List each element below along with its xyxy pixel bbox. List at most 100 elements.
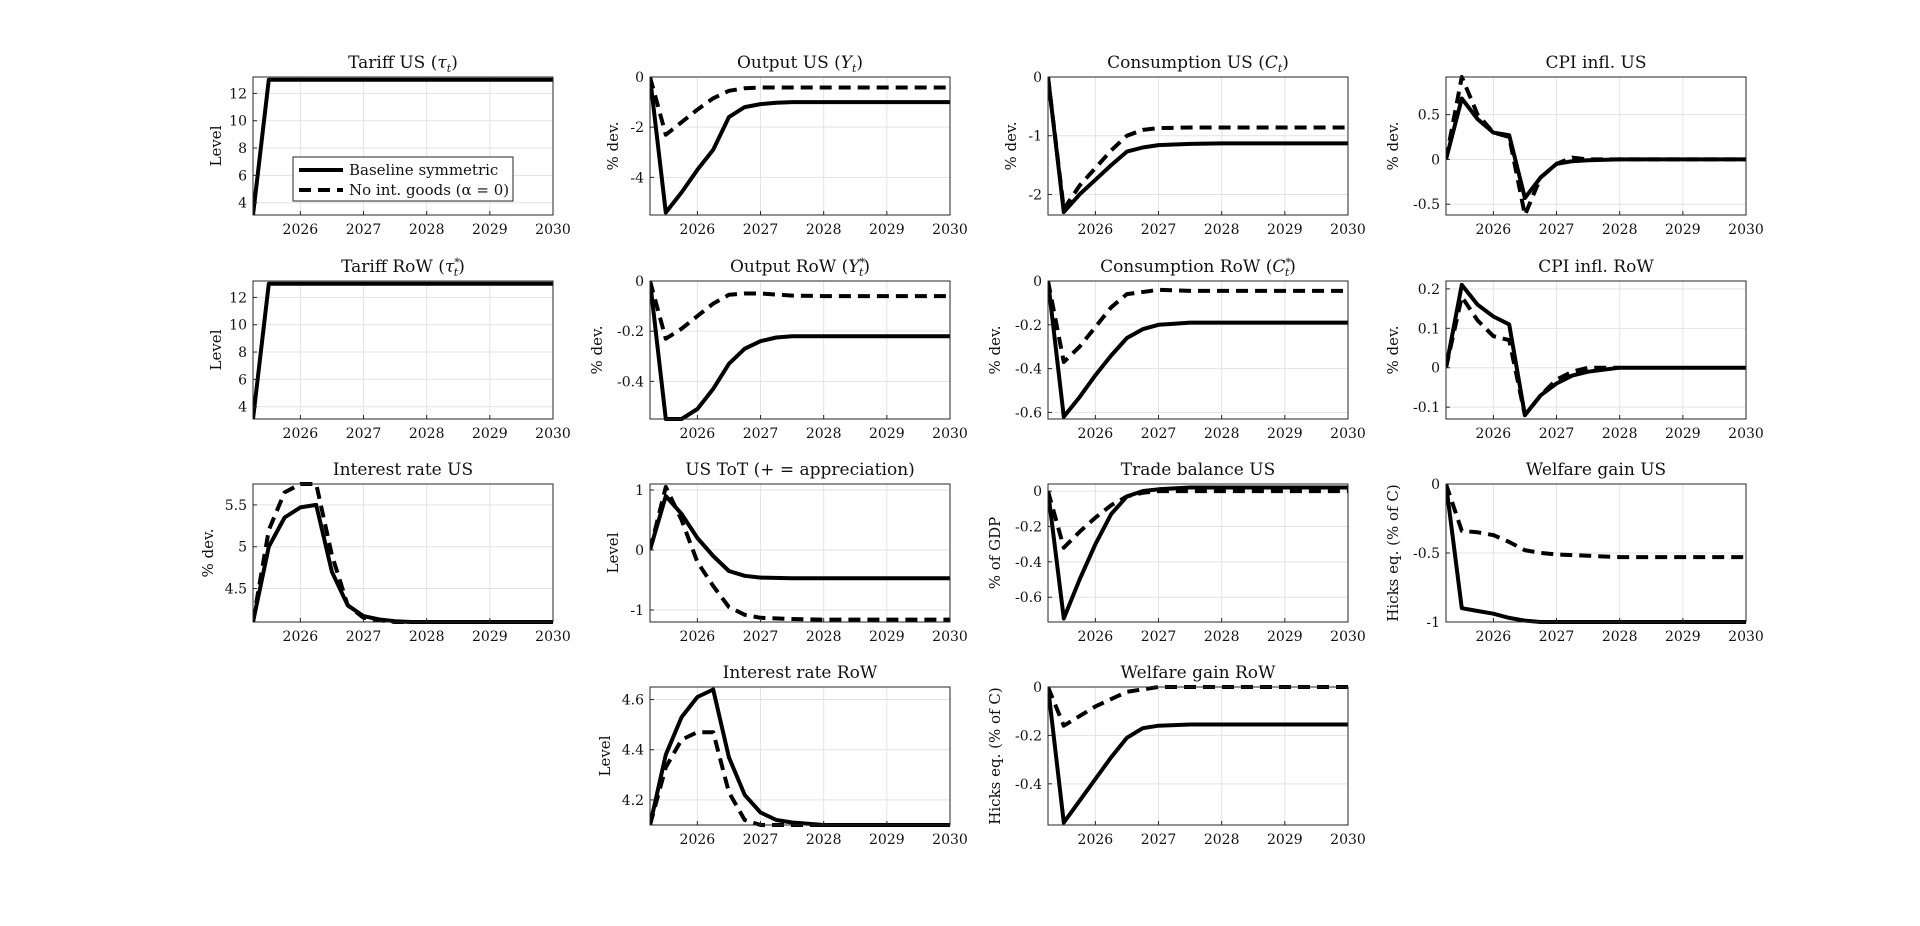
x-tick-label: 2029 (869, 426, 905, 442)
y-axis-label: % of GDP (986, 517, 1004, 589)
plot-area (650, 281, 950, 419)
x-tick-label: 2026 (680, 222, 716, 238)
axes-box (649, 76, 951, 216)
x-tick-label: 2029 (1267, 629, 1303, 645)
x-tick-label: 2026 (283, 222, 319, 238)
y-tick-label: 0 (635, 543, 644, 559)
panel-cpi-infl-us: 2026 2027 2028 2029 2030 -0.5 0 0.5 CPI infl. US… (1384, 53, 1764, 238)
y-tick-label: -0.6 (1015, 405, 1042, 421)
plot-area (1048, 77, 1348, 215)
panel-consumption-us-c-t: 2026 2027 2028 2029 2030 -2 -1 0 Consumption US … (1002, 53, 1366, 238)
x-tick-label: 2028 (806, 426, 842, 442)
y-tick-label: -0.2 (1015, 519, 1042, 535)
x-tick-label: 2029 (1267, 832, 1303, 848)
x-tick-label: 2026 (680, 629, 716, 645)
y-tick-label: 4.6 (622, 693, 644, 709)
axes-box (252, 76, 554, 216)
panel-output-row-y-t: 2026 2027 2028 2029 2030 -0.4 -0.2 0 Output RoW … (588, 256, 968, 442)
y-tick-label: 0 (1033, 680, 1042, 696)
panel-title: Tariff RoW (τ* t) (341, 256, 465, 279)
x-tick-label: 2030 (1330, 426, 1366, 442)
x-tick-label: 2026 (283, 629, 319, 645)
axes-box (1047, 76, 1349, 216)
axes-box (252, 280, 554, 420)
y-tick-label: -0.4 (1015, 362, 1042, 378)
x-tick-label: 2027 (1539, 426, 1575, 442)
y-axis-label: Hicks eq. (% of C) (1384, 484, 1402, 621)
x-tick-label: 2027 (1539, 222, 1575, 238)
y-tick-label: 4.5 (225, 582, 247, 598)
plot-area (1048, 281, 1348, 419)
x-tick-label: 2026 (1078, 629, 1114, 645)
x-tick-label: 2029 (1267, 222, 1303, 238)
series-line-no-int-goods (1446, 294, 1620, 418)
y-tick-label: -0.4 (617, 374, 644, 390)
y-axis-label: Level (596, 735, 614, 776)
y-tick-label: 10 (229, 318, 247, 334)
x-tick-label: 2029 (1665, 629, 1701, 645)
y-tick-label: 5 (238, 540, 247, 556)
series-line-no-int-goods (1048, 76, 1348, 212)
panel-us-tot-appreciation: 2026 2027 2028 2029 2030 -1 0 1 US ToT (+ = appr… (604, 460, 968, 645)
y-tick-label: -0.2 (1015, 728, 1042, 744)
axes-box (1047, 483, 1349, 623)
y-axis-label: % dev. (986, 326, 1004, 375)
y-tick-label: 4 (238, 400, 247, 416)
y-axis-label: % dev. (199, 529, 217, 578)
y-tick-label: 12 (229, 290, 247, 306)
panel-title: Trade balance US (1121, 460, 1275, 480)
y-tick-label: 5.5 (225, 498, 247, 514)
x-tick-label: 2030 (1330, 832, 1366, 848)
plot-area (650, 77, 950, 215)
x-tick-label: 2027 (346, 222, 382, 238)
panel-tariff-us-t: 2026 2027 2028 2029 2030 4 6 8 10 12 Tariff US (τt… (207, 53, 571, 238)
x-tick-label: 2030 (932, 832, 968, 848)
x-tick-label: 2030 (1330, 629, 1366, 645)
panel-title: Interest rate RoW (723, 663, 878, 683)
x-tick-label: 2030 (535, 222, 571, 238)
y-tick-label: 0 (1033, 484, 1042, 500)
y-tick-label: 4.4 (622, 743, 644, 759)
y-axis-label: % dev. (588, 326, 606, 375)
x-tick-label: 2029 (1665, 222, 1701, 238)
series-line-no-int-goods (650, 280, 950, 341)
panel-title: Tariff US (τt) (348, 53, 458, 75)
y-axis-label: % dev. (1002, 122, 1020, 171)
y-tick-label: 0.2 (1418, 282, 1440, 298)
y-tick-label: 4 (238, 196, 247, 212)
y-tick-label: -0.2 (617, 324, 644, 340)
axes-box (649, 483, 951, 623)
x-tick-label: 2026 (680, 832, 716, 848)
plot-area (650, 687, 950, 825)
y-tick-label: 0 (635, 274, 644, 290)
y-tick-label: 8 (238, 345, 247, 361)
y-tick-label: 0 (635, 70, 644, 86)
panel-output-us-y-t: 2026 2027 2028 2029 2030 -4 -2 0 Output US (Yt)%… (604, 53, 968, 238)
y-tick-label: 6 (238, 372, 247, 388)
y-tick-label: -0.2 (1015, 318, 1042, 334)
panel-cpi-infl-row: 2026 2027 2028 2029 2030 -0.1 0 0.1 0.2 CPI infl.… (1384, 257, 1764, 442)
series-line-no-int-goods (1446, 75, 1746, 217)
panel-welfare-gain-row: 2026 2027 2028 2029 2030 -0.4 -0.2 0 Welfare gai… (986, 663, 1366, 848)
x-tick-label: 2029 (1665, 426, 1701, 442)
x-tick-label: 2028 (1602, 426, 1638, 442)
x-tick-label: 2029 (472, 629, 508, 645)
x-tick-label: 2029 (1267, 426, 1303, 442)
x-tick-label: 2027 (1141, 629, 1177, 645)
x-tick-label: 2030 (1728, 222, 1764, 238)
x-tick-label: 2027 (743, 832, 779, 848)
x-tick-label: 2030 (535, 426, 571, 442)
y-tick-label: -1 (630, 603, 644, 619)
panel-title: US ToT (+ = appreciation) (685, 460, 915, 480)
y-axis-label: % dev. (604, 122, 622, 171)
y-axis-label: Level (207, 329, 225, 370)
x-tick-label: 2027 (346, 426, 382, 442)
series-line-baseline (650, 76, 950, 215)
series-line-no-int-goods (1048, 489, 1348, 550)
y-tick-label: 8 (238, 141, 247, 157)
y-tick-label: -0.5 (1413, 546, 1440, 562)
x-tick-label: 2028 (1204, 629, 1240, 645)
y-tick-label: 0 (1033, 274, 1042, 290)
series-line-no-int-goods (650, 485, 950, 622)
